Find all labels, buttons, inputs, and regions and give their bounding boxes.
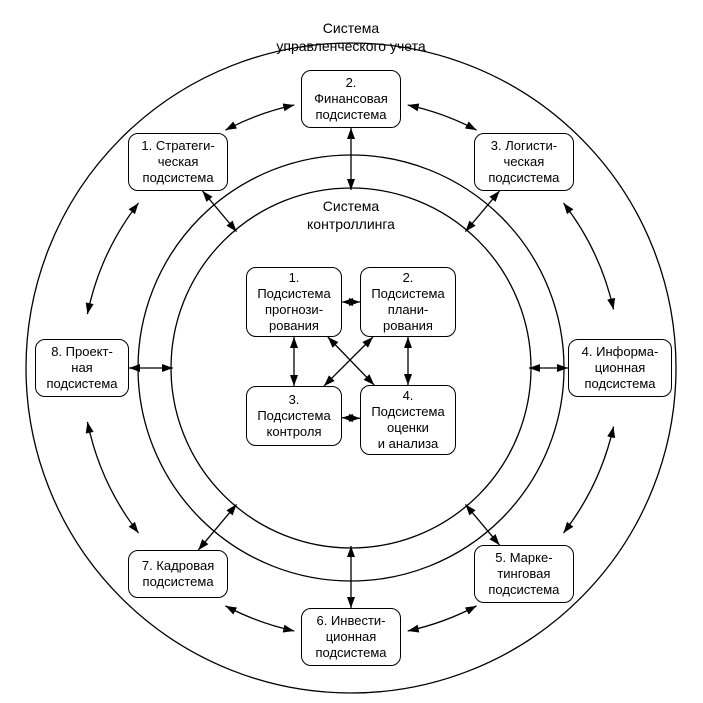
inner-node-planning: 2. Подсистема плани- рования [360,267,456,337]
inner-node-control: 3. Подсистема контроля [246,386,342,446]
inner-node-evaluation: 4. Подсистема оценки и анализа [360,385,456,455]
outer-node-hr: 7. Кадровая подсистема [128,550,228,598]
outer-node-investment: 6. Инвести- ционная подсистема [301,608,401,666]
outer-node-strategic: 1. Стратеги- ческая подсистема [128,133,228,191]
outer-node-logistics: 3. Логисти- ческая подсистема [474,133,574,191]
outer-node-marketing: 5. Марке- тинговая подсистема [474,545,574,603]
outer-node-financial: 2. Финансовая подсистема [301,70,401,128]
outer-system-title: Система управленческого учета [231,20,471,55]
inner-node-forecasting: 1. Подсистема прогнози- рования [246,267,342,337]
outer-node-project: 8. Проект- ная подсистема [35,339,129,397]
diagram-stage: { "canvas": { "width": 703, "height": 70… [0,0,703,703]
outer-node-information: 4. Информа- ционная подсистема [568,339,672,397]
inner-system-title: Система контроллинга [271,198,431,233]
